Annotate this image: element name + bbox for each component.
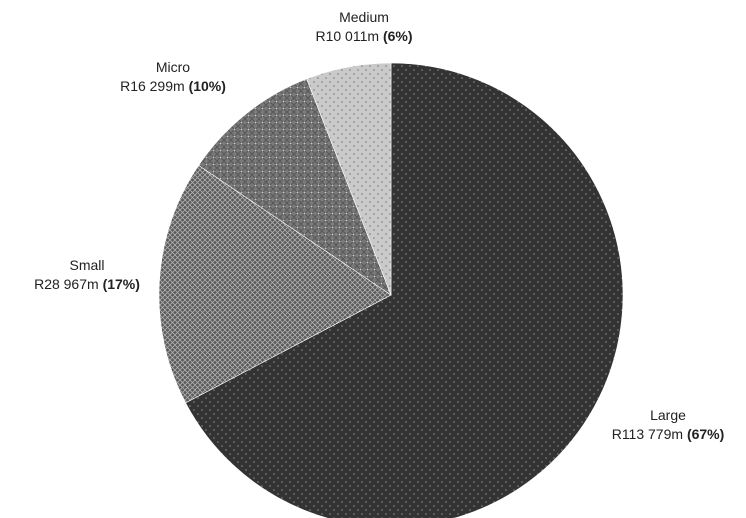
- pie-slice-large: [185, 62, 624, 518]
- slice-value: R10 011m: [315, 28, 382, 44]
- slice-name: Micro: [156, 59, 190, 75]
- slice-value: R28 967m: [34, 276, 102, 292]
- pie-slice-small: [158, 164, 392, 404]
- pie-slices: [158, 62, 624, 518]
- slice-name: Small: [69, 257, 104, 273]
- slice-percent: (6%): [383, 28, 413, 44]
- pie-slice-micro: [198, 78, 392, 296]
- slice-name: Large: [650, 407, 686, 423]
- slice-label-micro: Micro R16 299m (10%): [120, 59, 226, 94]
- pie-slice-medium: [306, 62, 392, 296]
- slice-percent: (10%): [189, 78, 226, 94]
- slice-name: Medium: [339, 9, 389, 25]
- slice-value: R113 779m: [612, 426, 687, 442]
- slice-label-large: Large R113 779m (67%): [612, 407, 725, 442]
- slice-percent: (17%): [103, 276, 140, 292]
- slice-label-medium: Medium R10 011m (6%): [315, 9, 412, 44]
- pie-labels: Large R113 779m (67%) Small R28 967m (17%) M…: [34, 9, 724, 442]
- slice-value: R16 299m: [120, 78, 188, 94]
- slice-percent: (67%): [687, 426, 724, 442]
- slice-label-small: Small R28 967m (17%): [34, 257, 140, 292]
